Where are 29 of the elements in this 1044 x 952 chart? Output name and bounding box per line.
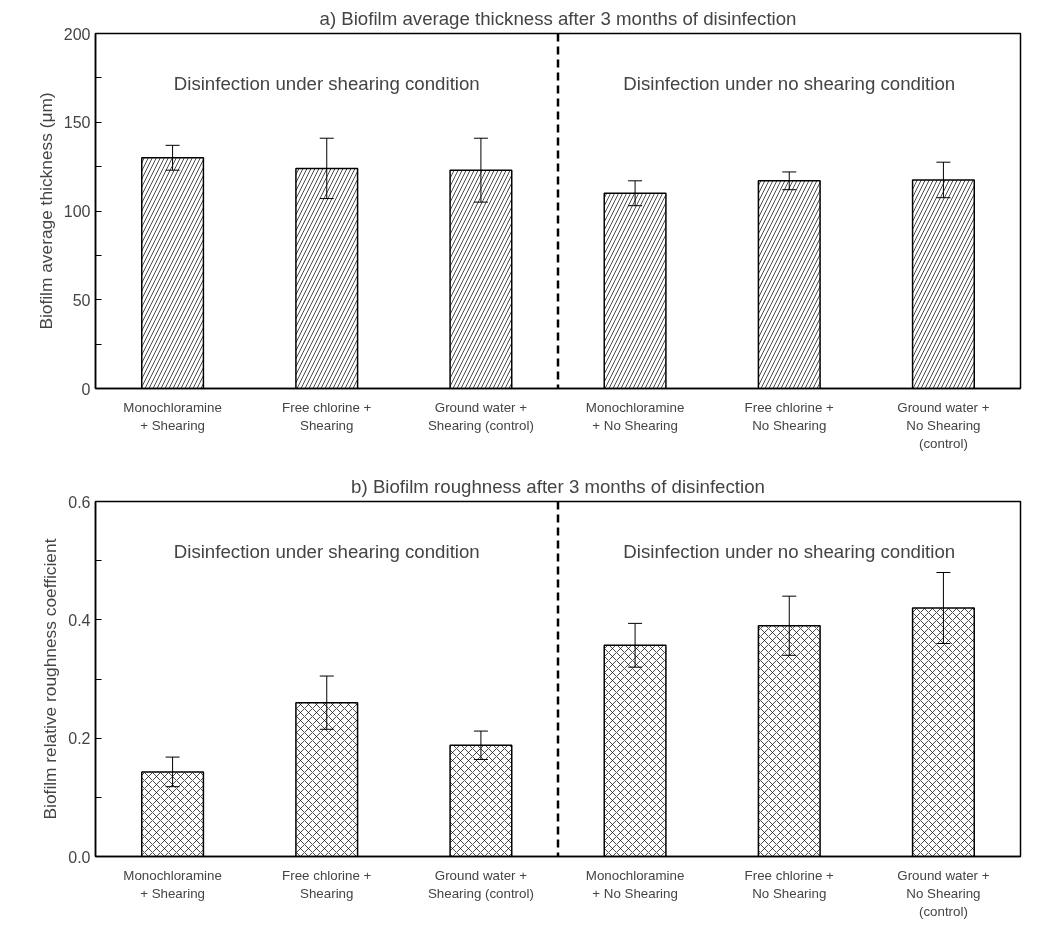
y-tick-label: 0.2 <box>68 730 91 748</box>
x-tick-label: Free chlorine + Shearing <box>282 867 372 901</box>
y-tick-label: 0.0 <box>68 848 91 866</box>
chart-title: a) Biofilm average thickness after 3 months of disinfection <box>319 7 797 29</box>
y-tick-label: 150 <box>63 114 91 132</box>
y-tick-label: 0.4 <box>68 611 91 629</box>
x-tick-label: Free chlorine + Shearing <box>282 399 372 433</box>
annotation: Disinfection under no shearing condition <box>623 72 956 94</box>
x-tick-label: Monochloramine + Shearing <box>123 399 222 433</box>
y-axis-title: Biofilm relative roughness coefficient <box>40 538 61 820</box>
y-tick-label: 0 <box>81 380 91 398</box>
x-tick-label: Free chlorine + No Shearing <box>744 399 835 433</box>
y-axis-title: Biofilm average thickness (μm) <box>35 92 56 330</box>
x-tick-label: Ground water + Shearing (control) <box>427 867 534 901</box>
annotation: Disinfection under shearing condition <box>173 72 480 94</box>
x-tick-label: Ground water + No Shearing (control) <box>897 867 990 919</box>
annotation: Disinfection under no shearing condition <box>623 540 956 562</box>
x-tick-label: Ground water + Shearing (control) <box>427 399 534 433</box>
annotation: Disinfection under shearing condition <box>173 540 480 562</box>
x-tick-label: Free chlorine + No Shearing <box>744 867 835 901</box>
x-tick-label: Monochloramine + Shearing <box>123 867 222 901</box>
y-tick-label: 100 <box>63 203 91 220</box>
x-tick-label: Monochloramine + No Shearing <box>585 399 685 433</box>
x-tick-label: Monochloramine + No Shearing <box>585 867 685 901</box>
chart-title: b) Biofilm roughness after 3 months of disinfection <box>351 475 765 497</box>
y-tick-label: 200 <box>63 25 91 43</box>
x-tick-label: Ground water + No Shearing (control) <box>897 399 990 451</box>
y-tick-label: 50 <box>72 291 91 309</box>
y-tick-label: 0.6 <box>68 493 91 511</box>
